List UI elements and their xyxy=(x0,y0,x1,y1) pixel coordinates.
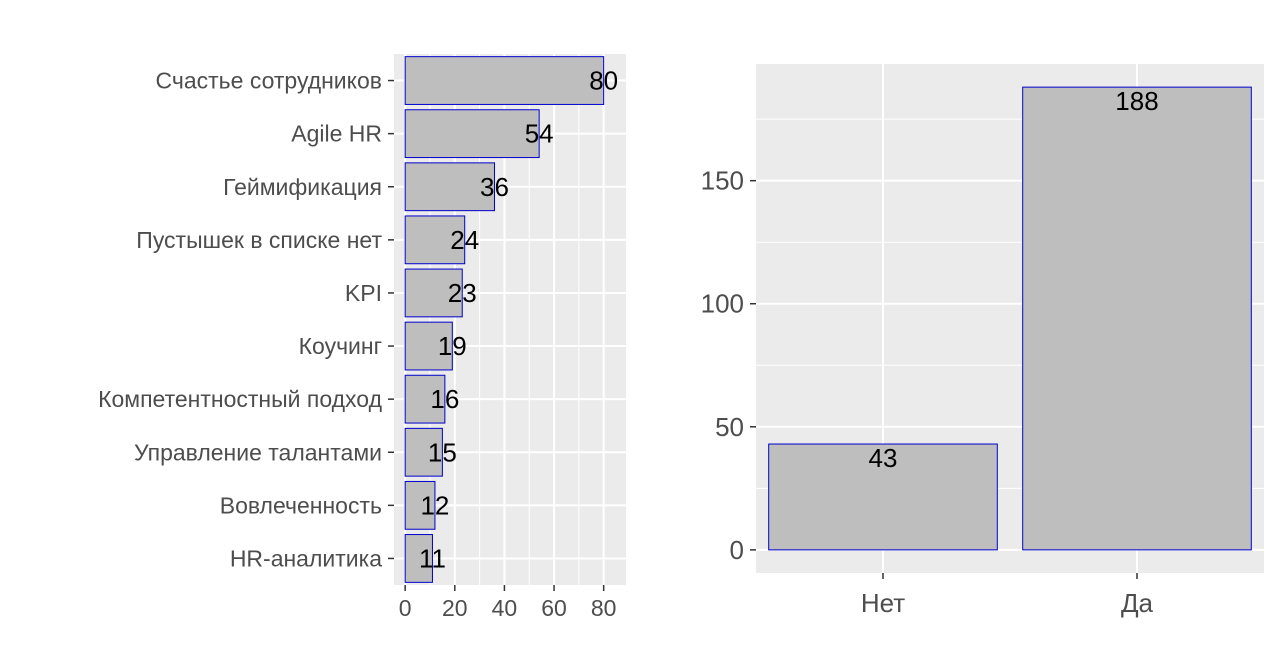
left-data-label: 54 xyxy=(525,119,554,149)
right-bar xyxy=(768,443,998,551)
left-category-label: KPI xyxy=(345,280,382,306)
left-bar xyxy=(404,268,463,318)
left-data-label: 23 xyxy=(448,278,477,308)
left-x-tick-label: 80 xyxy=(591,595,617,621)
left-data-label: 11 xyxy=(419,543,446,573)
left-data-label: 12 xyxy=(420,490,449,520)
left-category-label: Управление талантами xyxy=(134,439,382,465)
right-data-label: 43 xyxy=(869,443,898,473)
right-y-tick-label: 150 xyxy=(701,166,744,196)
left-data-label: 15 xyxy=(428,437,457,467)
left-x-tick-label: 60 xyxy=(541,595,567,621)
right-y-tick-label: 0 xyxy=(730,535,744,565)
left-data-label: 80 xyxy=(589,66,618,96)
left-category-label: Вовлеченность xyxy=(220,492,382,518)
right-bar xyxy=(1022,86,1252,551)
left-x-tick-label: 20 xyxy=(442,595,468,621)
left-bar xyxy=(404,534,433,583)
left-data-label: 19 xyxy=(438,331,467,361)
left-bar xyxy=(404,321,453,371)
left-bar xyxy=(404,427,443,477)
right-category-label: Нет xyxy=(861,588,905,618)
left-category-label: HR-аналитика xyxy=(230,545,382,571)
left-category-label: Компетентностный подход xyxy=(98,386,382,412)
left-category-label: Счастье сотрудников xyxy=(156,68,382,94)
left-bar xyxy=(404,56,605,105)
left-category-label: Agile HR xyxy=(291,121,382,147)
left-category-label: Пустышек в списке нет xyxy=(136,227,382,253)
left-category-label: Коучинг xyxy=(299,333,382,359)
left-data-label: 16 xyxy=(430,384,459,414)
left-data-label: 36 xyxy=(480,172,509,202)
left-bar xyxy=(404,215,466,265)
left-bar xyxy=(404,162,495,212)
left-bar xyxy=(404,109,540,159)
left-bar xyxy=(404,374,446,424)
right-bar-chart: 43 188 0 50 100 150 Нет Да xyxy=(701,64,1264,618)
left-category-label: Геймификация xyxy=(223,174,382,200)
right-y-tick-label: 100 xyxy=(701,289,744,319)
left-x-tick-label: 0 xyxy=(399,595,412,621)
right-category-label: Да xyxy=(1121,588,1154,618)
right-data-label: 188 xyxy=(1115,86,1158,116)
left-data-label: 24 xyxy=(450,225,479,255)
left-x-tick-label: 40 xyxy=(492,595,518,621)
right-y-tick-label: 50 xyxy=(715,412,744,442)
left-bar xyxy=(404,480,436,530)
